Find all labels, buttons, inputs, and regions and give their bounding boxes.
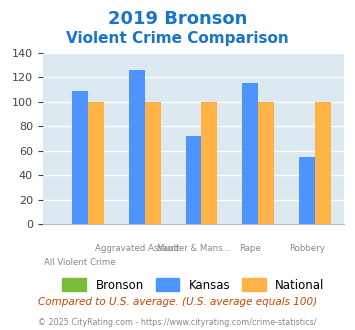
Text: 2019 Bronson: 2019 Bronson bbox=[108, 10, 247, 28]
Bar bbox=[186, 136, 201, 224]
Bar bbox=[258, 102, 274, 224]
Bar bbox=[299, 157, 315, 224]
Bar bbox=[129, 70, 145, 224]
Text: All Violent Crime: All Violent Crime bbox=[44, 258, 116, 267]
Text: Murder & Mans...: Murder & Mans... bbox=[157, 244, 230, 253]
Text: Rape: Rape bbox=[239, 244, 261, 253]
Bar bbox=[72, 91, 88, 224]
Bar bbox=[201, 102, 217, 224]
Text: Violent Crime Comparison: Violent Crime Comparison bbox=[66, 31, 289, 46]
Text: © 2025 CityRating.com - https://www.cityrating.com/crime-statistics/: © 2025 CityRating.com - https://www.city… bbox=[38, 318, 317, 327]
Text: Aggravated Assault: Aggravated Assault bbox=[95, 244, 179, 253]
Text: Compared to U.S. average. (U.S. average equals 100): Compared to U.S. average. (U.S. average … bbox=[38, 297, 317, 307]
Bar bbox=[315, 102, 331, 224]
Bar bbox=[145, 102, 160, 224]
Bar bbox=[242, 83, 258, 224]
Text: Robbery: Robbery bbox=[289, 244, 325, 253]
Legend: Bronson, Kansas, National: Bronson, Kansas, National bbox=[56, 273, 331, 297]
Bar bbox=[88, 102, 104, 224]
